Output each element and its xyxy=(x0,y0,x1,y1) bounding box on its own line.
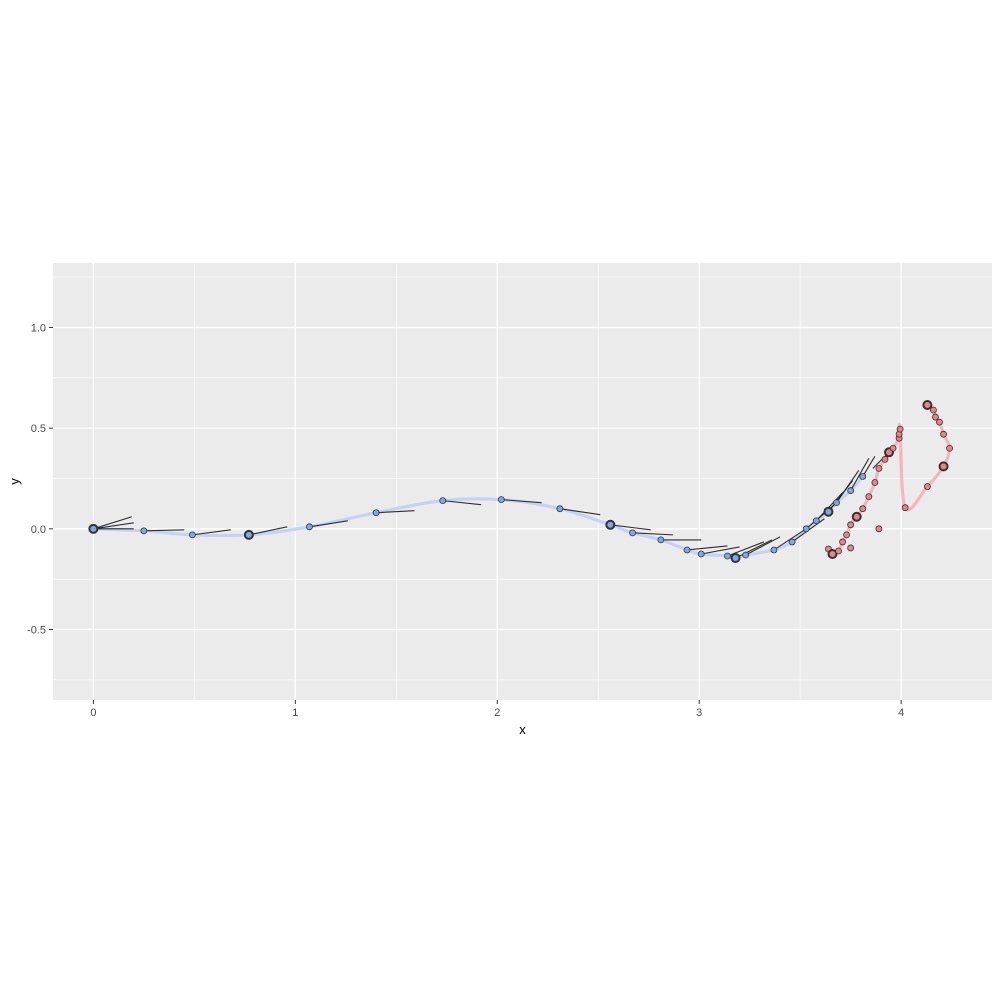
red-point xyxy=(940,430,947,438)
y-tick-label: 1.0 xyxy=(31,322,46,334)
red-point xyxy=(875,525,883,533)
direction-segment xyxy=(862,456,876,477)
blue-point xyxy=(724,552,731,560)
x-tick-label: 3 xyxy=(696,707,702,719)
blue-point xyxy=(439,497,447,505)
direction-segment xyxy=(442,500,482,506)
red-point xyxy=(881,455,889,463)
direction-segment xyxy=(687,545,728,551)
blue-point xyxy=(683,546,691,554)
red-point xyxy=(835,547,842,555)
blue-point xyxy=(306,523,313,531)
red-point xyxy=(932,413,939,421)
direction-segment xyxy=(93,522,134,530)
red-point xyxy=(936,418,943,426)
direction-segment xyxy=(192,529,231,536)
blue-point xyxy=(770,546,778,554)
direction-segment xyxy=(309,520,348,528)
y-tick-label: 0.5 xyxy=(31,423,46,435)
x-tick-label: 0 xyxy=(90,707,96,719)
blue-point xyxy=(812,517,820,525)
red-point-highlight xyxy=(827,548,838,559)
direction-segment xyxy=(610,524,651,531)
red-point-highlight xyxy=(922,399,933,410)
plot-panel xyxy=(53,263,992,700)
red-point xyxy=(847,521,855,529)
x-tick-label: 2 xyxy=(494,707,500,719)
blue-point xyxy=(847,487,855,494)
red-point xyxy=(859,505,867,513)
red-point xyxy=(930,406,937,414)
blue-point xyxy=(742,551,750,559)
blue-point xyxy=(788,538,796,546)
blue-point-highlight xyxy=(823,506,834,517)
blue-point-highlight xyxy=(730,553,741,564)
blue-point-highlight xyxy=(605,519,616,530)
direction-segment xyxy=(735,539,773,559)
data-points xyxy=(88,399,953,564)
direction-segment xyxy=(248,526,288,536)
direction-segment xyxy=(93,516,132,530)
direction-segment xyxy=(745,536,781,556)
blue-point xyxy=(657,536,665,544)
blue-point xyxy=(140,527,148,535)
red-point xyxy=(847,544,855,552)
red-point xyxy=(871,479,879,486)
direction-segment xyxy=(501,499,542,504)
x-tick-label: 1 xyxy=(292,707,298,719)
red-point xyxy=(923,483,931,490)
red-point xyxy=(843,531,851,539)
blue-point xyxy=(697,550,705,558)
direction-segment xyxy=(143,529,185,532)
blue-point xyxy=(802,525,810,533)
y-axis-title: y xyxy=(7,478,22,485)
red-point xyxy=(901,504,909,512)
direction-segment xyxy=(632,532,673,536)
blue-point xyxy=(629,529,636,537)
red-point xyxy=(946,444,953,452)
blue-point xyxy=(497,496,505,504)
blue-point xyxy=(556,505,564,513)
blue-point xyxy=(372,509,380,517)
blue-point-highlight xyxy=(88,523,99,534)
axes: 0 1 2 3 4 -0.5 0.0 0.5 1.0 xyxy=(27,322,904,719)
red-point xyxy=(875,465,883,472)
direction-segment xyxy=(850,458,870,491)
red-point xyxy=(839,538,846,546)
red-point xyxy=(889,444,897,452)
red-point-highlight xyxy=(938,461,949,472)
red-point xyxy=(896,425,904,433)
y-tick-label: -0.5 xyxy=(27,625,46,637)
blue-point xyxy=(833,499,840,507)
direction-segment xyxy=(836,470,860,503)
blue-point-highlight xyxy=(243,529,254,540)
direction-segment xyxy=(815,492,843,522)
minor-gridlines xyxy=(53,263,992,700)
red-point-highlight xyxy=(851,511,862,522)
direction-segment xyxy=(376,510,415,514)
blue-point xyxy=(859,473,867,480)
y-tick-label: 0.0 xyxy=(31,524,46,536)
blue-point xyxy=(188,531,196,539)
direction-segment xyxy=(701,546,740,555)
direction-segment xyxy=(559,508,601,516)
x-axis-title: x xyxy=(519,722,526,737)
red-point xyxy=(865,493,873,501)
x-tick-label: 4 xyxy=(898,707,904,719)
